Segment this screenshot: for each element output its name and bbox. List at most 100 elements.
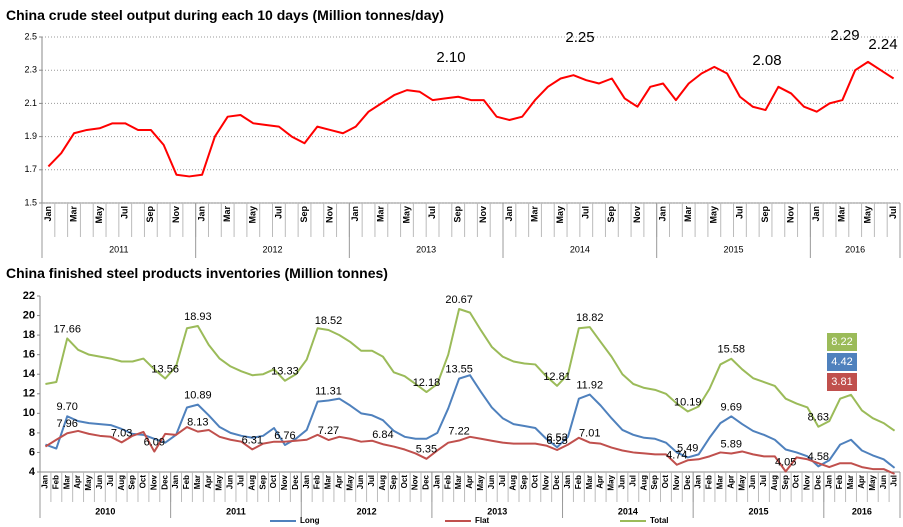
x-tick-label: Jul xyxy=(890,475,899,487)
x-tick-label: Jan xyxy=(196,206,206,222)
x-tick-label: Jul xyxy=(367,475,376,487)
value-label: 7.01 xyxy=(579,427,600,439)
y-tick-label: 12 xyxy=(23,388,35,400)
x-tick-label: Apr xyxy=(857,475,866,489)
x-tick-label: Nov xyxy=(786,206,796,223)
x-tick-label: Jan xyxy=(43,206,53,222)
value-label: 6.25 xyxy=(546,435,567,447)
y-tick-label: 8 xyxy=(29,427,35,439)
value-label: 13.56 xyxy=(151,363,179,375)
year-label: 2015 xyxy=(724,244,744,254)
x-tick-label: Mar xyxy=(454,475,463,489)
value-label: 9.69 xyxy=(721,401,742,413)
series-line xyxy=(45,308,896,432)
x-tick-label: Mar xyxy=(585,475,594,489)
x-tick-label: May xyxy=(248,206,258,224)
x-tick-label: Apr xyxy=(334,475,343,489)
x-tick-label: Mar xyxy=(376,206,386,223)
value-label: 18.82 xyxy=(576,312,604,324)
x-tick-label: Jan xyxy=(302,475,311,489)
x-tick-label: Sep xyxy=(145,206,155,223)
x-tick-label: Sep xyxy=(389,475,398,490)
x-tick-label: Jul xyxy=(498,475,507,487)
year-label: 2014 xyxy=(618,506,638,516)
x-tick-label: Feb xyxy=(443,475,452,489)
legend-label: Flat xyxy=(475,516,490,525)
y-tick-label: 22 xyxy=(23,290,35,302)
x-tick-label: May xyxy=(737,474,746,490)
x-tick-label: Sep xyxy=(650,475,659,490)
y-tick-label: 2.5 xyxy=(24,31,37,41)
y-tick-label: 20 xyxy=(23,309,35,321)
x-tick-label: Aug xyxy=(247,475,256,491)
chart-title: China finished steel products inventorie… xyxy=(6,265,388,281)
x-tick-label: Jul xyxy=(273,206,283,219)
x-tick-label: Nov xyxy=(632,206,642,223)
value-label: 6.76 xyxy=(274,430,295,442)
value-label: 13.33 xyxy=(271,366,299,378)
value-label: 11.31 xyxy=(315,385,342,397)
x-tick-label: Dec xyxy=(683,474,692,489)
x-tick-label: Feb xyxy=(705,475,714,489)
x-tick-label: Dec xyxy=(291,474,300,489)
x-tick-label: Mar xyxy=(715,475,724,489)
value-label: 3.81 xyxy=(831,376,852,388)
x-tick-label: Mar xyxy=(222,206,232,223)
x-tick-label: Sep xyxy=(128,475,137,490)
value-label: 4.74 xyxy=(666,450,687,462)
x-tick-label: Jul xyxy=(628,475,637,487)
x-tick-label: Jul xyxy=(581,206,591,219)
x-tick-label: Jan xyxy=(563,475,572,489)
x-tick-label: Dec xyxy=(813,474,822,489)
value-label: 12.18 xyxy=(413,377,441,389)
value-label: 7.27 xyxy=(318,425,339,437)
x-tick-label: Jan xyxy=(350,206,360,222)
x-tick-label: Jan xyxy=(694,475,703,489)
y-tick-label: 16 xyxy=(23,349,35,361)
series-line xyxy=(44,426,895,475)
annotation: 2.08 xyxy=(752,52,781,69)
year-label: 2016 xyxy=(845,244,865,254)
value-label: 17.66 xyxy=(53,323,81,335)
x-tick-label: Jun xyxy=(879,475,888,489)
y-tick-label: 4 xyxy=(29,466,36,478)
value-label: 8.22 xyxy=(831,336,852,348)
x-tick-label: Mar xyxy=(193,475,202,489)
x-tick-label: Nov xyxy=(478,206,488,223)
x-tick-label: Apr xyxy=(726,475,735,489)
x-tick-label: Jul xyxy=(120,206,130,219)
x-tick-label: Oct xyxy=(139,475,148,489)
x-tick-label: Jun xyxy=(618,475,627,489)
x-tick-label: Sep xyxy=(258,475,267,490)
value-label: 5.35 xyxy=(416,444,437,456)
x-tick-label: Sep xyxy=(606,206,616,223)
chart-title: China crude steel output during each 10 … xyxy=(6,7,444,23)
x-tick-label: Dec xyxy=(422,474,431,489)
x-tick-label: Nov xyxy=(672,474,681,490)
x-tick-label: Jun xyxy=(356,475,365,489)
year-label: 2016 xyxy=(852,506,872,516)
x-tick-label: Jun xyxy=(95,475,104,489)
x-tick-label: Oct xyxy=(792,475,801,489)
x-tick-label: Mar xyxy=(837,206,847,223)
annotation: 2.10 xyxy=(436,49,465,66)
value-label-box xyxy=(827,333,857,351)
x-tick-label: Feb xyxy=(313,475,322,489)
x-tick-label: May xyxy=(401,206,411,224)
value-label-box xyxy=(827,353,857,371)
x-tick-label: Sep xyxy=(760,206,770,223)
year-label: 2014 xyxy=(570,244,590,254)
x-tick-label: Oct xyxy=(661,475,670,489)
x-tick-label: Sep xyxy=(520,475,529,490)
x-tick-label: Dec xyxy=(160,474,169,489)
annotation: 2.29 xyxy=(830,27,859,44)
x-tick-label: Jul xyxy=(888,206,898,219)
x-tick-label: Jun xyxy=(487,475,496,489)
value-label: 18.93 xyxy=(184,311,212,323)
x-tick-label: Jun xyxy=(226,475,235,489)
x-tick-label: Mar xyxy=(846,475,855,489)
annotation: 2.25 xyxy=(565,29,594,46)
value-label-box xyxy=(827,373,857,391)
x-tick-label: Mar xyxy=(683,206,693,223)
